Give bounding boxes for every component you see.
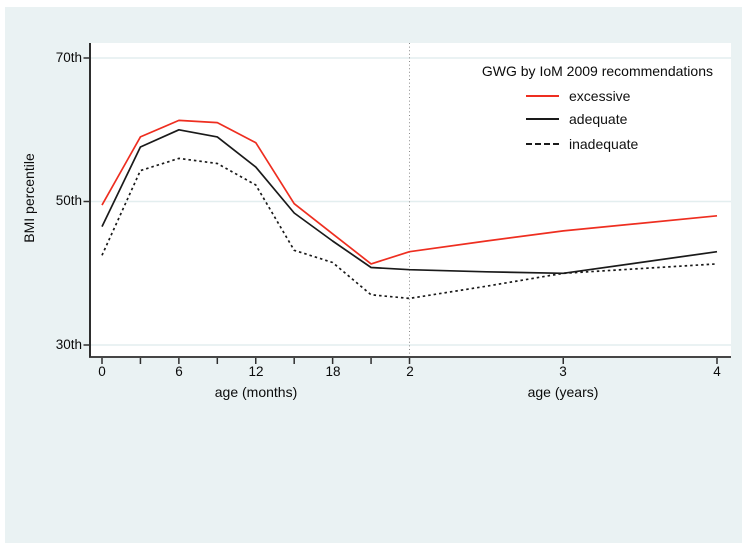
x-tick-label-4years: 4 [713,364,721,379]
x-tick-label-12months: 12 [248,364,264,379]
legend-label-excessive: excessive [569,88,631,104]
x-tick-label-0months: 0 [98,364,106,379]
legend-entry-adequate: adequate [526,111,627,127]
legend-line-sample-adequate [526,118,559,120]
x-tick-label-3years: 3 [559,364,567,379]
legend-entry-excessive: excessive [526,88,630,104]
y-axis-title: BMI percentile [21,153,37,243]
legend-title: GWG by IoM 2009 recommendations [481,63,713,79]
y-tick-label-50th: 50th [55,193,82,208]
y-tick-label-30th: 30th [55,337,82,352]
legend-line-sample-excessive [526,95,559,97]
legend-label-adequate: adequate [569,111,628,127]
series-line-excessive [101,119,718,265]
series-line-adequate [101,128,718,275]
x-axis-title-months: age (months) [214,384,298,400]
legend-line-sample-inadequate [526,143,559,145]
x-axis-title-years: age (years) [527,384,599,400]
x-tick-label-18months: 18 [325,364,341,379]
x-tick-label-6months: 6 [175,364,183,379]
x-tick-label-2years: 2 [406,364,414,379]
legend-entry-inadequate: inadequate [526,136,638,152]
legend-label-inadequate: inadequate [569,136,639,152]
y-tick-label-70th: 70th [55,50,82,65]
plot-region [90,43,731,356]
series-line-inadequate [101,157,718,300]
